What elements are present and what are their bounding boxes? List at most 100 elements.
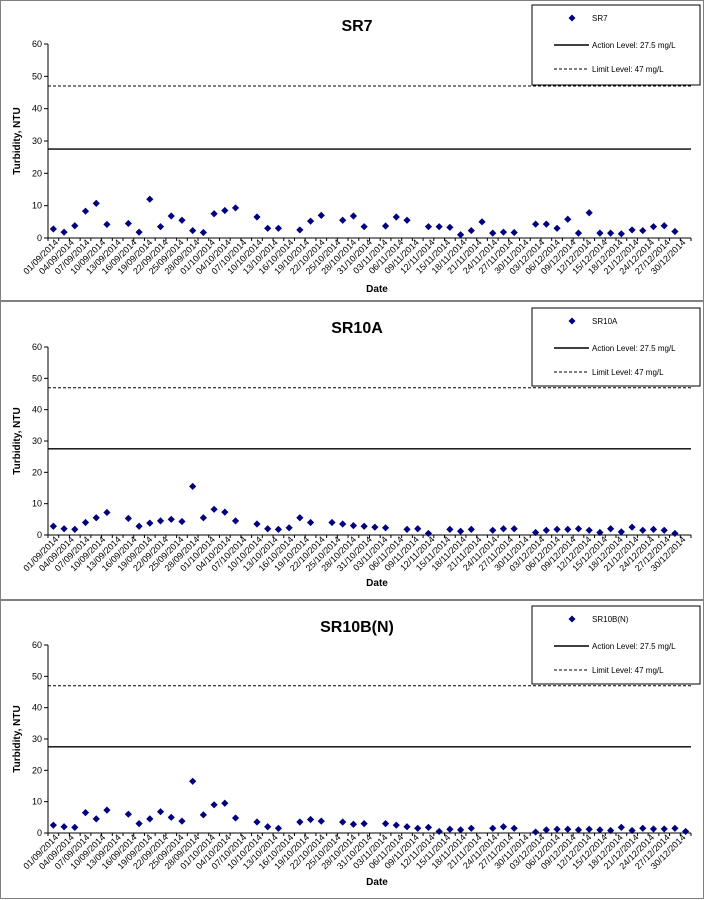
data-point <box>510 228 518 237</box>
data-point <box>360 223 368 231</box>
legend-label-action: Action Level: 27.5 mg/L <box>592 642 676 651</box>
data-point <box>285 524 293 532</box>
data-point <box>264 525 272 533</box>
y-tick-label: 20 <box>32 467 42 477</box>
data-point <box>446 825 454 833</box>
y-tick-label: 40 <box>32 703 42 713</box>
data-point <box>617 528 625 536</box>
chart-panel-sr7: SR7 Turbidity, NTU Date 0 10 20 30 40 50 60 01/09/… <box>0 0 704 301</box>
data-point <box>564 215 572 223</box>
data-point <box>467 525 475 533</box>
data-point <box>199 514 207 522</box>
data-point <box>639 824 647 832</box>
data-point <box>135 820 143 828</box>
data-point <box>381 222 390 230</box>
data-point <box>178 216 186 224</box>
data-point <box>210 505 218 513</box>
y-tick-label: 50 <box>32 71 42 81</box>
data-point <box>296 226 304 234</box>
data-point <box>167 212 175 220</box>
data-point <box>446 525 454 533</box>
data-point <box>135 228 143 236</box>
data-point <box>221 206 229 215</box>
y-tick-label: 0 <box>37 233 42 243</box>
data-point <box>403 823 411 831</box>
data-point <box>499 823 508 831</box>
data-point <box>574 826 583 834</box>
y-tick-label: 60 <box>32 39 42 49</box>
data-point <box>178 517 186 526</box>
data-point <box>253 213 261 221</box>
data-point <box>124 810 132 818</box>
data-point <box>60 525 68 533</box>
data-point <box>81 518 90 527</box>
data-point <box>403 525 411 533</box>
data-point <box>178 817 186 825</box>
data-point <box>199 811 207 819</box>
y-axis-label: Turbidity, NTU <box>12 705 23 772</box>
y-tick-label: 40 <box>32 405 42 415</box>
y-tick-label: 30 <box>32 734 42 744</box>
data-point <box>274 824 283 832</box>
data-point <box>671 824 679 832</box>
data-point <box>360 820 368 828</box>
y-tick-label: 10 <box>32 499 42 509</box>
data-point <box>103 220 111 229</box>
data-point <box>435 223 443 231</box>
y-tick-label: 10 <box>32 797 42 807</box>
y-tick-label: 60 <box>32 640 42 650</box>
data-point <box>349 212 358 220</box>
data-point <box>489 526 497 534</box>
chart-sr10b: SR10B(N)Turbidity, NTUDate01020304050600… <box>12 605 701 888</box>
data-point <box>124 514 132 522</box>
data-point <box>231 204 240 212</box>
data-point <box>81 207 90 215</box>
data-point <box>456 231 465 239</box>
legend-label-series: SR7 <box>592 14 608 23</box>
data-point <box>221 508 229 516</box>
legend-box <box>531 307 701 387</box>
data-point <box>349 522 358 530</box>
chart-panel-sr10a: SR10A Turbidity, NTU Date 0 10 20 30 40 50 60 01/0… <box>0 301 704 600</box>
y-tick-label: 50 <box>32 671 42 681</box>
data-point <box>446 223 454 231</box>
data-point <box>489 229 497 237</box>
y-tick-label: 30 <box>32 436 42 446</box>
legend-marker <box>568 14 576 22</box>
legend-box <box>531 605 701 685</box>
legend-label-series: SR10B(N) <box>592 615 629 624</box>
data-point <box>71 525 79 533</box>
data-point <box>49 821 57 829</box>
data-point <box>532 828 540 836</box>
data-point <box>167 515 175 523</box>
data-point <box>617 823 625 831</box>
data-point <box>596 528 604 537</box>
data-point <box>564 525 572 533</box>
data-point <box>660 222 668 230</box>
data-point <box>499 228 508 236</box>
chart-title: SR10B(N) <box>320 619 394 636</box>
data-point <box>628 826 636 835</box>
data-point <box>264 224 272 232</box>
data-point <box>392 213 400 221</box>
x-axis-label: Date <box>366 284 388 295</box>
data-point <box>71 823 79 831</box>
data-point <box>414 824 422 832</box>
data-point <box>403 216 411 224</box>
data-point <box>296 514 304 522</box>
data-point <box>189 226 197 235</box>
data-point <box>456 527 465 535</box>
legend-marker <box>568 317 576 325</box>
data-point <box>71 222 79 230</box>
data-point <box>306 815 315 824</box>
data-point <box>360 522 368 530</box>
data-point <box>510 525 518 533</box>
data-point <box>660 825 668 833</box>
data-point <box>49 225 57 233</box>
data-point <box>553 825 561 833</box>
data-point <box>49 522 57 530</box>
legend-label-series: SR10A <box>592 317 618 326</box>
y-tick-label: 50 <box>32 373 42 383</box>
